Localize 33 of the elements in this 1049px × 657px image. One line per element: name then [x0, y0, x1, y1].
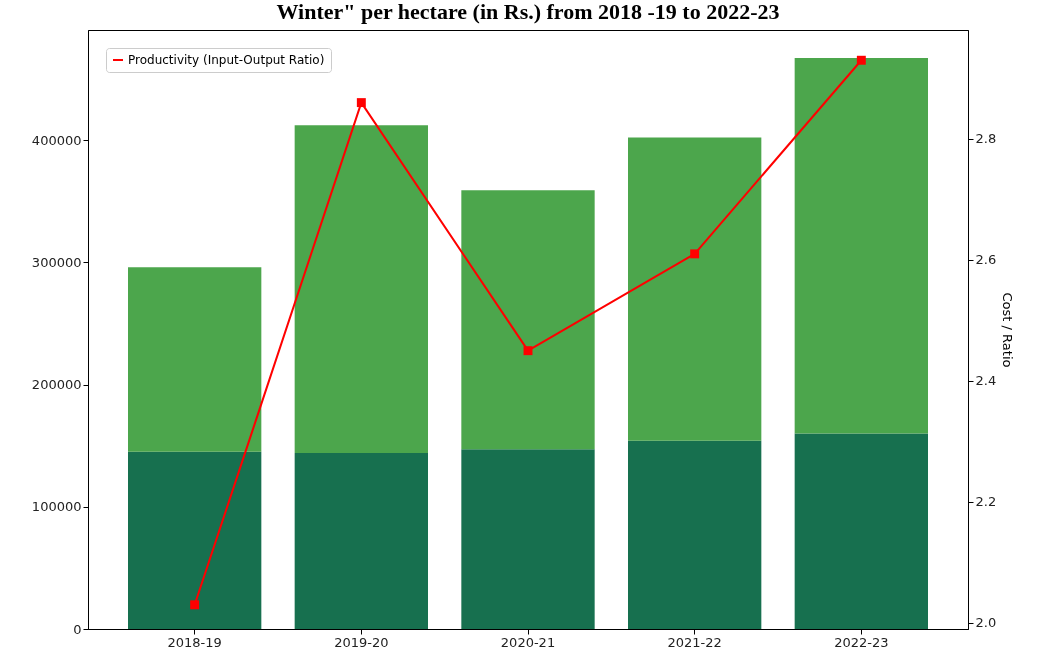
bar — [628, 440, 762, 629]
bar — [294, 125, 428, 453]
y-tick-label: 100000 — [31, 499, 82, 515]
chart-title: Winter" per hectare (in Rs.) from 2018 -19 to 2022-23 — [276, 0, 780, 24]
y-tick-label: 300000 — [31, 254, 82, 270]
point — [690, 249, 700, 259]
point — [190, 600, 200, 610]
bar — [128, 267, 262, 452]
bar — [794, 58, 928, 434]
y-tick-label: 200000 — [31, 377, 82, 393]
bar — [128, 451, 262, 629]
point — [523, 346, 533, 356]
x-tick-label: 2021-22 — [667, 634, 722, 650]
bar — [461, 449, 595, 629]
x-tick-label: 2020-21 — [500, 634, 556, 650]
y2-tick-label: 2.4 — [975, 373, 997, 389]
y2-tick-label: 2.2 — [975, 494, 997, 510]
x-tick-label: 2022-23 — [834, 634, 889, 650]
y2-axis-title: Cost / Ratio — [1000, 292, 1016, 368]
bar — [461, 190, 595, 450]
y-tick-label: 400000 — [31, 132, 82, 148]
y-tick-label: 0 — [73, 621, 82, 637]
point — [856, 55, 866, 65]
x-tick-label: 2019-20 — [334, 634, 389, 650]
y2-tick-label: 2.6 — [975, 252, 997, 268]
bar — [628, 137, 762, 441]
x-tick-label: 2018-19 — [167, 634, 222, 650]
legend-label: Productivity (Input-Output Ratio) — [128, 53, 325, 67]
y2-tick-label: 2.0 — [975, 615, 997, 631]
bar — [794, 433, 928, 629]
bar — [294, 452, 428, 629]
point — [356, 98, 366, 108]
y2-tick-label: 2.8 — [975, 131, 997, 147]
